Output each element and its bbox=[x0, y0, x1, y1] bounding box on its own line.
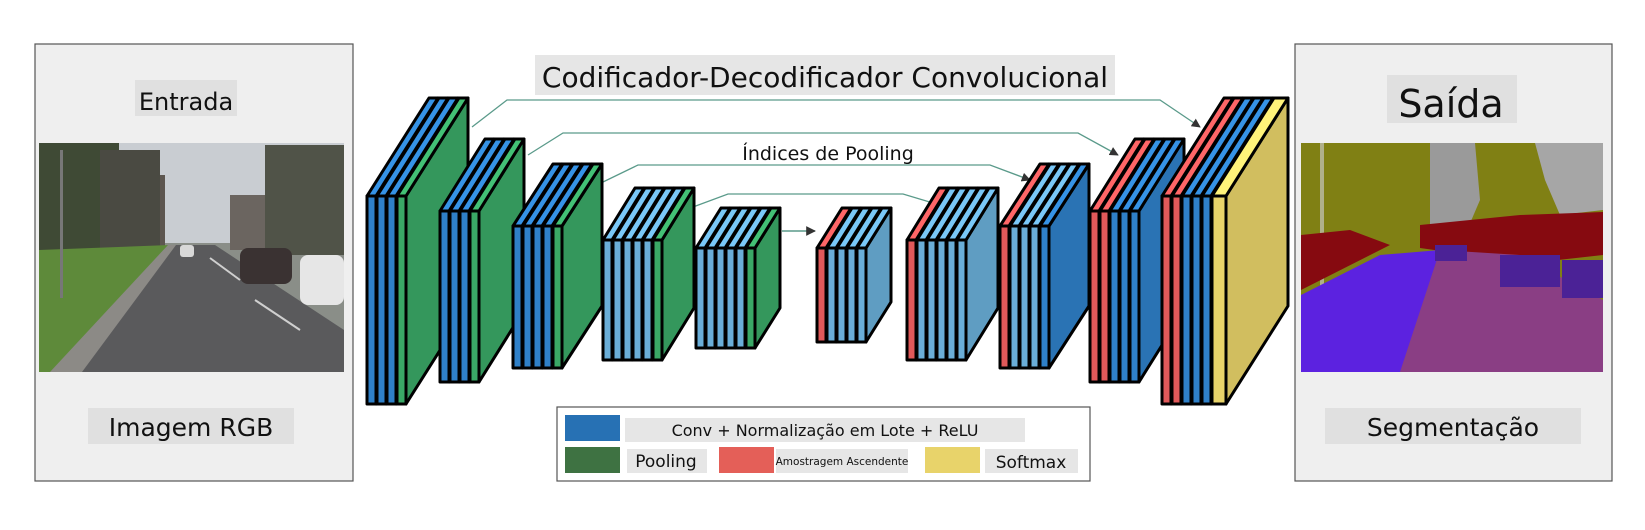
layer-4-5-pool bbox=[744, 206, 782, 350]
layer-8-4-conv-front bbox=[1128, 209, 1141, 384]
layer-2-4-pool bbox=[551, 162, 604, 370]
output-heading: Saída bbox=[1398, 82, 1503, 126]
input-caption: Imagem RGB bbox=[109, 413, 274, 442]
layer-5-2-convl-front bbox=[835, 246, 848, 344]
layer-9-1-up-front bbox=[1170, 194, 1183, 406]
pooling-indices-label: Índices de Pooling bbox=[742, 142, 914, 165]
legend-label-upsampling-background bbox=[776, 449, 908, 473]
layer-2-0-conv-front bbox=[511, 224, 524, 370]
layer-1-2-conv-front bbox=[458, 209, 471, 384]
input-caption-background bbox=[88, 408, 294, 444]
legend-label-upsampling: Amostragem Ascendente bbox=[776, 456, 909, 468]
layer-9-4-conv-front bbox=[1200, 194, 1213, 406]
layer-7-4-conv-front bbox=[1038, 224, 1051, 370]
layer-6-2-convl-front bbox=[925, 238, 938, 362]
layer-3-5-pool bbox=[651, 186, 696, 362]
pooling-index-arrow-1 bbox=[471, 99, 1201, 128]
input-heading: Entrada bbox=[139, 88, 233, 116]
layer-9-3-conv-front bbox=[1190, 194, 1203, 406]
layer-7-3-convl-front bbox=[1028, 224, 1041, 370]
layer-3-1-convl-front bbox=[611, 238, 624, 362]
layer-3-5-pool-front bbox=[651, 238, 664, 362]
output-caption-background bbox=[1325, 408, 1581, 444]
layer-4-1-convl-front bbox=[704, 246, 717, 350]
layer-9-5-soft bbox=[1210, 96, 1290, 406]
layer-3-2-convl-front bbox=[621, 238, 634, 362]
layer-9-5-soft-front bbox=[1210, 194, 1228, 406]
layer-0-0-conv-front bbox=[365, 194, 378, 406]
legend-swatch-upsampling bbox=[719, 447, 774, 473]
input-panel: Entrada Image bbox=[34, 43, 354, 482]
layer-5-4-convl bbox=[855, 206, 893, 344]
layer-7-0-up-front bbox=[998, 224, 1011, 370]
layer-1-0-conv-front bbox=[438, 209, 451, 384]
diagram-title: Codificador-Decodificador Convolucional bbox=[542, 61, 1108, 94]
layer-4-3-convl-front bbox=[724, 246, 737, 350]
output-panel: Saída Segmentação bbox=[1294, 43, 1613, 482]
pooling-index-arrow-2 bbox=[527, 132, 1119, 156]
layer-2-2-conv-front bbox=[531, 224, 544, 370]
layer-6-5-convl-front bbox=[955, 238, 968, 362]
layer-2-1-conv-front bbox=[521, 224, 534, 370]
layer-3-0-convl-front bbox=[601, 238, 614, 362]
legend-label-conv-background bbox=[625, 418, 1025, 442]
title-background bbox=[535, 55, 1115, 95]
layer-6-3-convl-front bbox=[935, 238, 948, 362]
pooling-index-connections bbox=[471, 99, 1201, 209]
layer-6-1-convl-front bbox=[915, 238, 928, 362]
layer-7-1-convl-front bbox=[1008, 224, 1021, 370]
legend-label-conv: Conv + Normalização em Lote + ReLU bbox=[672, 421, 979, 440]
layer-5-3-convl-front bbox=[845, 246, 858, 344]
layer-1-1-conv-front bbox=[448, 209, 461, 384]
layer-8-1-up-front bbox=[1098, 209, 1111, 384]
output-caption: Segmentação bbox=[1367, 413, 1539, 442]
layer-0-3-pool-front bbox=[395, 194, 408, 406]
layer-5-4-convl-front bbox=[855, 246, 868, 344]
layer-4-2-convl-front bbox=[714, 246, 727, 350]
layer-6-5-convl bbox=[955, 186, 1000, 362]
layer-6-0-up-front bbox=[905, 238, 918, 362]
layer-1-3-pool-front bbox=[468, 209, 481, 384]
layer-3-4-convl-front bbox=[641, 238, 654, 362]
layer-9-2-conv-front bbox=[1180, 194, 1193, 406]
layer-5-0-up-front bbox=[815, 246, 828, 344]
input-heading-background bbox=[135, 80, 237, 116]
legend-label-softmax: Softmax bbox=[996, 453, 1067, 473]
layer-2-3-conv-front bbox=[541, 224, 554, 370]
segmentation-map bbox=[1301, 143, 1603, 372]
legend: Conv + Normalização em Lote + ReLU Pooli… bbox=[556, 406, 1091, 482]
layer-6-4-convl-front bbox=[945, 238, 958, 362]
layer-8-0-up-front bbox=[1088, 209, 1101, 384]
layer-8-2-conv-front bbox=[1108, 209, 1121, 384]
pooling-index-arrow-4 bbox=[692, 193, 944, 209]
legend-swatch-conv bbox=[565, 415, 620, 441]
layer-3-3-convl-front bbox=[631, 238, 644, 362]
layer-2-4-pool-front bbox=[551, 224, 564, 370]
layer-5-1-convl-front bbox=[825, 246, 838, 344]
output-heading-background bbox=[1387, 75, 1517, 123]
legend-swatch-pooling bbox=[565, 447, 620, 473]
pooling-index-arrow-3 bbox=[602, 164, 1031, 183]
layer-4-0-convl-front bbox=[694, 246, 707, 350]
layer-4-5-pool-front bbox=[744, 246, 757, 350]
layer-8-3-conv-front bbox=[1118, 209, 1131, 384]
layer-9-0-up-front bbox=[1160, 194, 1173, 406]
network-layers bbox=[365, 96, 1290, 406]
legend-label-pooling-background bbox=[627, 449, 707, 473]
legend-label-pooling: Pooling bbox=[635, 452, 696, 472]
layer-0-1-conv-front bbox=[375, 194, 388, 406]
layer-7-2-convl-front bbox=[1018, 224, 1031, 370]
legend-label-softmax-background bbox=[985, 449, 1078, 473]
layer-4-4-convl-front bbox=[734, 246, 747, 350]
rgb-street-photo bbox=[39, 143, 344, 372]
layer-0-2-conv-front bbox=[385, 194, 398, 406]
legend-swatch-softmax bbox=[925, 447, 980, 473]
